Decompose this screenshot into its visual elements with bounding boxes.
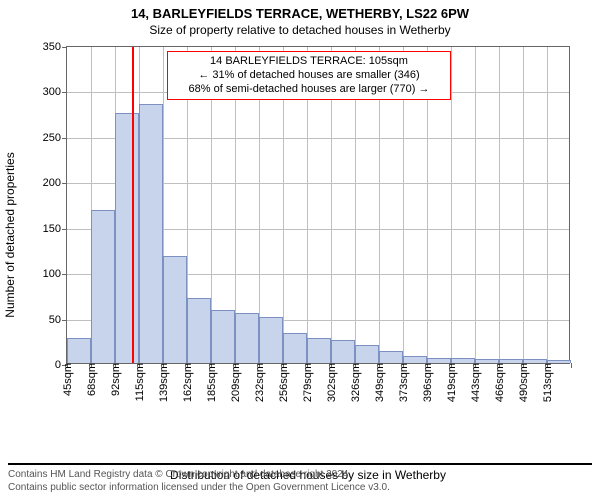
y-tick-label: 50	[49, 314, 67, 326]
x-tick-label: 349sqm	[372, 363, 386, 402]
x-tick-label: 373sqm	[396, 363, 410, 402]
x-tick-label: 466sqm	[492, 363, 506, 402]
x-tick-label: 279sqm	[300, 363, 314, 402]
annotation-line: 68% of semi-detached houses are larger (…	[176, 83, 442, 97]
gridline-v	[451, 47, 452, 363]
histogram-bar	[403, 356, 427, 363]
histogram-bar	[307, 338, 331, 363]
x-tick-label: 115sqm	[132, 363, 146, 401]
gridline-v	[475, 47, 476, 363]
y-tick-label: 200	[43, 177, 67, 189]
footer-line-1: Contains HM Land Registry data © Crown c…	[8, 469, 592, 482]
y-tick-label: 300	[43, 86, 67, 98]
marker-line	[132, 47, 134, 363]
histogram-bar	[187, 298, 211, 363]
x-tick-label: 232sqm	[252, 363, 266, 402]
x-tick-label: 68sqm	[84, 363, 98, 396]
x-tick-label: 326sqm	[348, 363, 362, 402]
histogram-bar	[259, 317, 283, 363]
y-tick-label: 250	[43, 132, 67, 144]
page-title: 14, BARLEYFIELDS TERRACE, WETHERBY, LS22…	[0, 0, 600, 21]
histogram-bar	[91, 210, 115, 363]
plot-area: 05010015020025030035045sqm68sqm92sqm115s…	[66, 46, 570, 364]
footer-line-2: Contains public sector information licen…	[8, 482, 592, 495]
histogram-bar	[115, 113, 139, 363]
x-tick-label: 45sqm	[60, 363, 74, 396]
histogram-bar	[139, 104, 163, 363]
histogram-bar	[331, 340, 355, 363]
x-tick-label: 302sqm	[324, 363, 338, 402]
x-tick-label: 396sqm	[420, 363, 434, 402]
y-axis-label: Number of detached properties	[3, 152, 17, 317]
histogram-bar	[355, 345, 379, 363]
annotation-line: ← 31% of detached houses are smaller (34…	[176, 69, 442, 83]
gridline-v	[499, 47, 500, 363]
x-tick-label: 92sqm	[108, 363, 122, 396]
histogram-bar	[283, 333, 307, 363]
footer-attribution: Contains HM Land Registry data © Crown c…	[8, 463, 592, 494]
histogram-bar	[211, 310, 235, 363]
histogram-bar	[67, 338, 91, 363]
y-tick-label: 350	[43, 41, 67, 53]
annotation-line: 14 BARLEYFIELDS TERRACE: 105sqm	[176, 55, 442, 69]
y-tick-label: 100	[43, 268, 67, 280]
x-tick-label: 513sqm	[540, 363, 554, 402]
x-tick-label: 185sqm	[204, 363, 218, 402]
histogram-bar	[379, 351, 403, 363]
x-tick-label: 256sqm	[276, 363, 290, 402]
histogram-bar	[235, 313, 259, 363]
x-tick-label: 139sqm	[156, 363, 170, 402]
x-tick-label: 419sqm	[444, 363, 458, 402]
y-tick-label: 150	[43, 223, 67, 235]
chart-container: 05010015020025030035045sqm68sqm92sqm115s…	[38, 46, 578, 424]
annotation-callout: 14 BARLEYFIELDS TERRACE: 105sqm← 31% of …	[167, 51, 451, 100]
page-subtitle: Size of property relative to detached ho…	[0, 21, 600, 41]
x-tick-label: 490sqm	[516, 363, 530, 402]
x-tick-label: 162sqm	[180, 363, 194, 402]
x-tick-label: 443sqm	[468, 363, 482, 402]
gridline-v	[523, 47, 524, 363]
x-tick-label: 209sqm	[228, 363, 242, 402]
gridline-v	[547, 47, 548, 363]
histogram-bar	[163, 256, 187, 363]
